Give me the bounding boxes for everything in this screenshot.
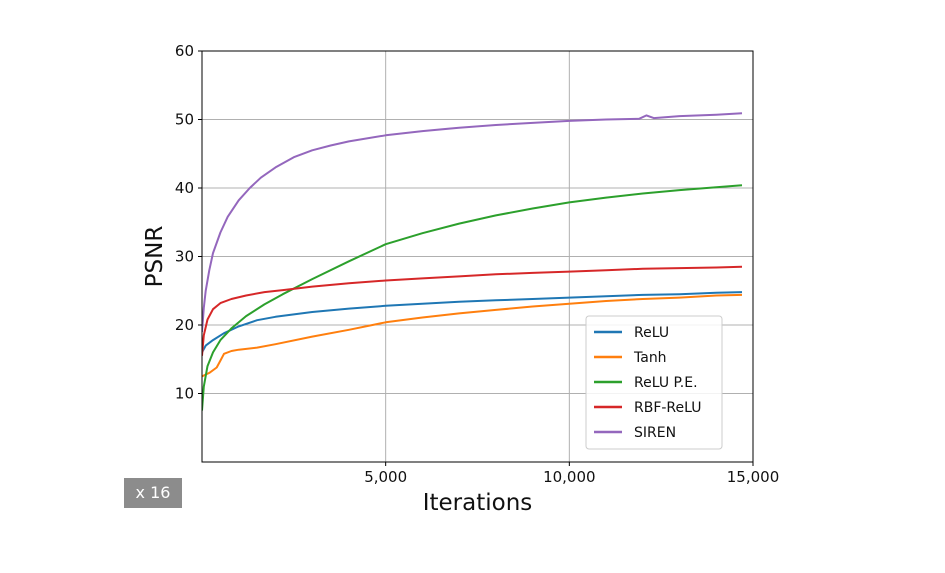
legend-label-3: RBF-ReLU [634, 400, 702, 416]
y-tick-label-0: 10 [175, 385, 194, 403]
series-line-3 [202, 265, 743, 356]
axis-ticks: 5,000 10,000 15,000 10 20 30 40 50 60 [175, 42, 779, 486]
x-tick-label-1: 10,000 [543, 468, 596, 486]
y-tick-label-1: 20 [175, 316, 194, 334]
series-layer [202, 112, 743, 411]
legend-box [585, 315, 723, 450]
series-line-4 [202, 112, 743, 332]
legend-label-2: ReLU P.E. [634, 375, 698, 391]
x-tick-label-2: 15,000 [727, 468, 780, 486]
y-axis-title: PSNR [142, 226, 168, 288]
y-tick-label-4: 50 [175, 111, 194, 129]
y-tick-label-2: 30 [175, 248, 194, 266]
legend-label-1: Tanh [633, 350, 667, 366]
y-tick-label-3: 40 [175, 179, 194, 197]
legend-label-0: ReLU [634, 325, 669, 341]
legend-label-4: SIREN [634, 425, 676, 441]
x-tick-label-0: 5,000 [364, 468, 407, 486]
x-axis-title: Iterations [423, 490, 533, 516]
series-line-1 [202, 293, 743, 378]
series-line-0 [202, 291, 743, 353]
series-line-2 [202, 184, 743, 411]
legend: ReLU Tanh ReLU P.E. RBF-ReLU SIREN [585, 315, 723, 450]
y-tick-label-5: 60 [175, 42, 194, 60]
speed-badge: x 16 [124, 478, 182, 508]
